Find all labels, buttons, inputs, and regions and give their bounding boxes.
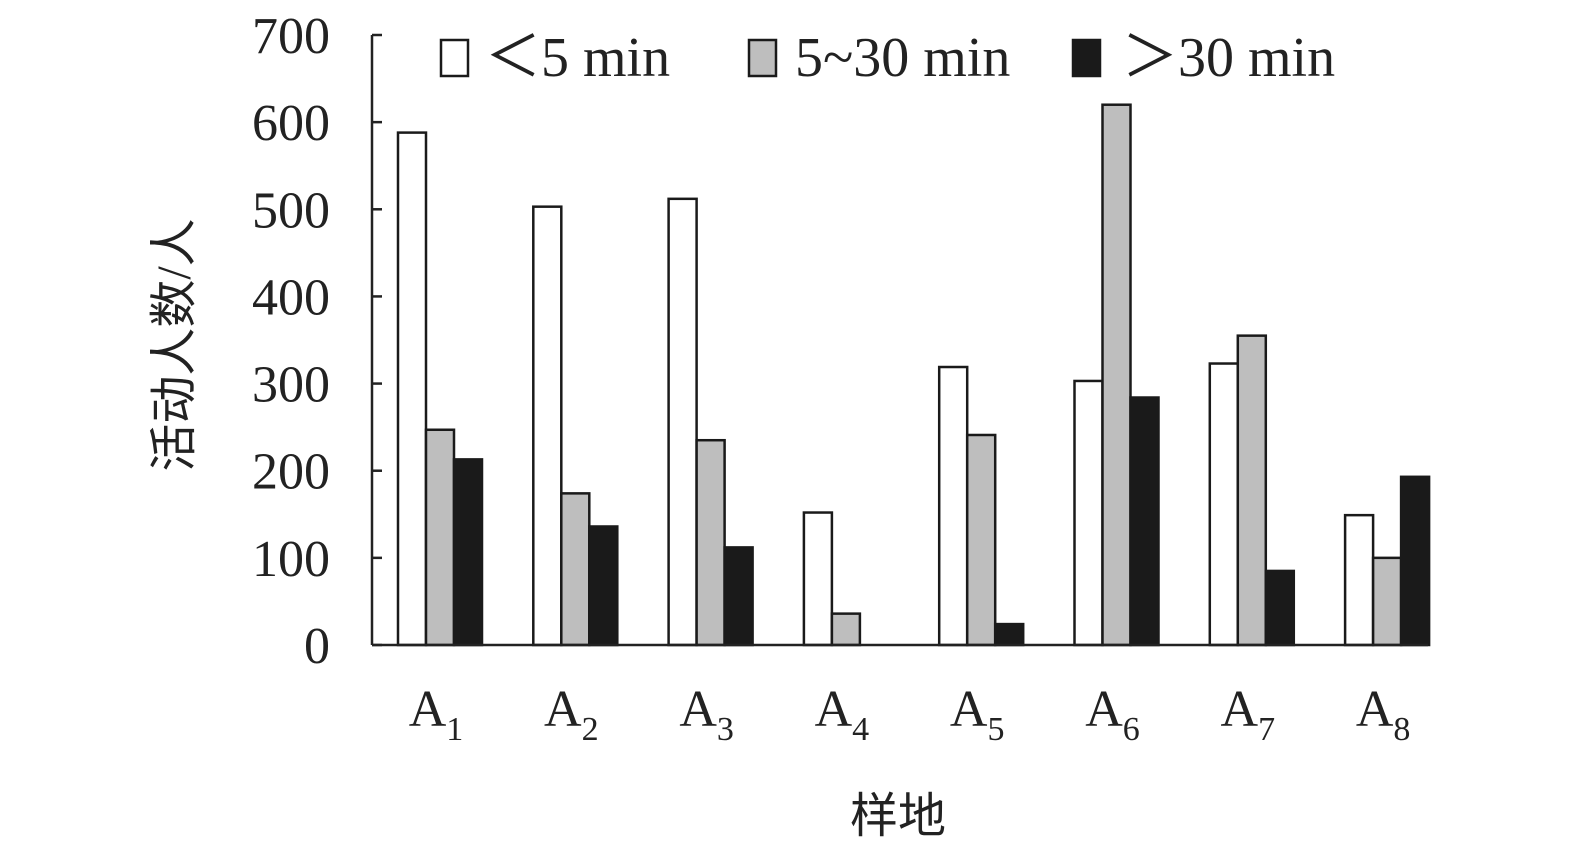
- bar-lt5-3: [667, 197, 698, 647]
- bar-5to30-8: [1371, 556, 1403, 647]
- y-tick-label: 700: [252, 8, 330, 65]
- y-tick-label: 500: [252, 182, 330, 239]
- y-tick-label: 0: [304, 618, 330, 675]
- bar-5to30-5: [965, 433, 997, 647]
- x-tick-label: A3: [679, 681, 734, 748]
- x-tick-label: A6: [1085, 681, 1140, 748]
- y-tick-label: 400: [252, 269, 330, 326]
- bar-gt30-7: [1264, 569, 1296, 647]
- y-tick-label: 200: [252, 444, 330, 501]
- bar-5to30-7: [1236, 334, 1268, 647]
- bar-lt5-8: [1343, 513, 1375, 647]
- bar-lt5-4: [802, 511, 834, 647]
- x-tick-label: A8: [1356, 681, 1411, 748]
- bar-gt30-3: [723, 546, 754, 647]
- x-tick-label: A7: [1221, 681, 1276, 748]
- bar-gt30-8: [1399, 475, 1431, 647]
- y-axis-label: 活动人数/人: [148, 218, 201, 471]
- y-tick-label: 100: [252, 531, 330, 588]
- x-category-labels: A1 A2 A3 A4 A5 A6 A7 A8: [409, 681, 1411, 748]
- x-tick-label: A5: [950, 681, 1005, 748]
- legend-swatch: [747, 38, 778, 78]
- y-tick-label: 300: [252, 357, 330, 414]
- bar-lt5-5: [937, 365, 969, 647]
- legend-label: ＜5 min: [485, 27, 670, 89]
- bar-lt5-6: [1073, 379, 1104, 647]
- bars: [396, 103, 1431, 647]
- bar-5to30-2: [560, 492, 591, 647]
- x-axis-label: 样地: [850, 790, 946, 843]
- legend: ＜5 min 5~30 min ＞30 min: [439, 27, 1335, 89]
- bar-lt5-2: [532, 205, 563, 647]
- bar-5to30-3: [695, 438, 726, 647]
- y-tick-label: 600: [252, 95, 330, 152]
- bar-lt5-1: [396, 131, 428, 647]
- bar-gt30-5: [993, 622, 1025, 647]
- y-axis: 0 100 200 300 400 500 600 700: [252, 8, 382, 675]
- bar-gt30-6: [1129, 396, 1160, 647]
- x-tick-label: A1: [409, 681, 464, 748]
- legend-swatch: [439, 38, 470, 78]
- legend-label: 5~30 min: [795, 27, 1010, 89]
- x-tick-label: A2: [544, 681, 599, 748]
- legend-swatch: [1071, 38, 1102, 78]
- bar-5to30-1: [424, 428, 456, 647]
- bar-5to30-4: [830, 612, 862, 647]
- bar-5to30-6: [1101, 103, 1132, 647]
- bar-gt30-1: [452, 458, 484, 647]
- legend-label: ＞30 min: [1122, 27, 1335, 89]
- x-tick-label: A4: [815, 681, 870, 748]
- bar-lt5-7: [1208, 362, 1240, 647]
- bar-gt30-2: [588, 525, 619, 647]
